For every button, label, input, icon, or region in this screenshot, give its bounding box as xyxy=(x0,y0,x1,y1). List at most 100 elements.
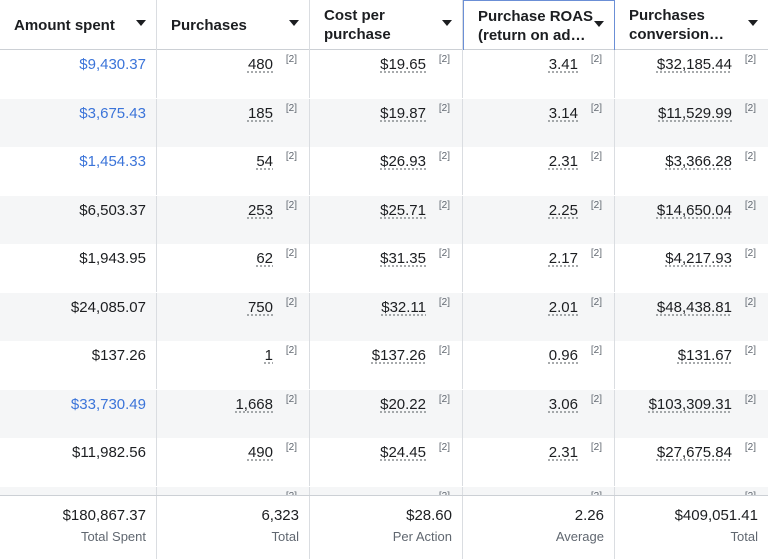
cell-purchases: [2] 253 xyxy=(157,196,310,244)
purchases-value[interactable]: 1,668 xyxy=(235,396,273,413)
roas-value[interactable]: 2.31 xyxy=(548,153,578,170)
amount-link[interactable]: $33,730.49 xyxy=(70,396,146,413)
purchases-value[interactable]: 490 xyxy=(247,444,273,461)
column-header-label: Purchases xyxy=(171,17,247,34)
conv-value[interactable]: $103,309.31 xyxy=(648,396,732,413)
table-row[interactable]: $24,085.07 [2] 750 [2] $32.11 [2] 2.01 [2] $48,4… xyxy=(0,293,768,341)
roas-value[interactable]: 2.20 xyxy=(549,493,578,495)
conv-value[interactable]: $11,529.99 xyxy=(658,105,732,122)
purchases-value[interactable]: 62 xyxy=(256,250,273,267)
footnote-marker: [2] xyxy=(590,54,602,65)
roas-value[interactable]: 3.06 xyxy=(548,396,578,413)
cost-value[interactable]: $31.35 xyxy=(380,250,426,267)
purchases-value[interactable]: 652 xyxy=(248,493,273,495)
purchases-value[interactable]: 750 xyxy=(247,299,273,316)
table-header: Amount spent Purchases Cost per purchase… xyxy=(0,0,768,50)
amount-link[interactable]: $20,982.27 xyxy=(71,493,146,495)
cost-value[interactable]: $137.26 xyxy=(371,347,426,364)
conv-value[interactable]: $48,438.81 xyxy=(656,299,732,316)
column-header-amount-spent[interactable]: Amount spent xyxy=(0,0,157,50)
cell-roas: [2] 0.96 xyxy=(463,341,615,389)
total-label: Per Action xyxy=(392,529,452,544)
footnote-marker: [2] xyxy=(744,442,756,453)
conv-value[interactable]: $3,366.28 xyxy=(665,153,732,170)
cost-value[interactable]: $30.80 xyxy=(380,493,426,495)
column-header-cost-per-purchase[interactable]: Cost per purchase xyxy=(310,0,463,50)
cell-amount: $1,943.95 xyxy=(0,244,157,292)
roas-value[interactable]: 0.96 xyxy=(548,347,578,364)
roas-value[interactable]: 2.31 xyxy=(548,444,578,461)
column-header-purchases-conversion[interactable]: Purchases conversion… xyxy=(615,0,768,50)
conv-value[interactable]: $131.67 xyxy=(677,347,732,364)
cell-roas: [2] 2.31 xyxy=(463,438,615,486)
footnote-marker: [2] xyxy=(744,248,756,259)
footnote-marker: [2] xyxy=(590,151,602,162)
roas-value[interactable]: 3.41 xyxy=(548,56,578,73)
column-header-purchases[interactable]: Purchases xyxy=(157,0,310,50)
table-row[interactable]: $33,730.49 [2] 1,668 [2] $20.22 [2] 3.06 [2] $10… xyxy=(0,390,768,438)
caret-down-icon[interactable] xyxy=(594,21,604,27)
total-value: $409,051.41 xyxy=(674,507,758,524)
column-header-label: Amount spent xyxy=(14,17,115,34)
caret-down-icon[interactable] xyxy=(748,20,758,26)
cell-purchases: [2] 1 xyxy=(157,341,310,389)
conv-value[interactable]: $32,185.44 xyxy=(656,56,732,73)
roas-value[interactable]: 2.01 xyxy=(548,299,578,316)
cell-roas: [2] 2.20 xyxy=(463,487,615,495)
cell-amount: $3,675.43 xyxy=(0,99,157,147)
table-row[interactable]: $1,943.95 [2] 62 [2] $31.35 [2] 2.17 [2] $4,217.… xyxy=(0,244,768,292)
caret-down-icon[interactable] xyxy=(289,20,299,26)
table-row[interactable]: $6,503.37 [2] 253 [2] $25.71 [2] 2.25 [2] $14,65… xyxy=(0,196,768,244)
column-header-label: Purchase ROAS (return on ad… xyxy=(478,8,594,44)
cost-value[interactable]: $24.45 xyxy=(380,444,426,461)
purchases-value[interactable]: 253 xyxy=(247,202,273,219)
cost-value[interactable]: $32.11 xyxy=(381,299,426,316)
roas-value[interactable]: 2.25 xyxy=(548,202,578,219)
conv-value[interactable]: $46,007.48 xyxy=(657,493,732,495)
footnote-marker: [2] xyxy=(744,151,756,162)
cell-amount: $24,085.07 xyxy=(0,293,157,341)
amount-link[interactable]: $3,675.43 xyxy=(79,105,146,122)
table-row[interactable]: $11,982.56 [2] 490 [2] $24.45 [2] 2.31 [2] $27,6… xyxy=(0,438,768,486)
footnote-marker: [2] xyxy=(285,54,297,65)
footnote-marker: [2] xyxy=(438,103,450,114)
purchases-value[interactable]: 480 xyxy=(247,56,273,73)
caret-down-icon[interactable] xyxy=(136,20,146,26)
footnote-marker: [2] xyxy=(285,103,297,114)
conv-value[interactable]: $14,650.04 xyxy=(656,202,732,219)
total-label: Total Spent xyxy=(80,529,146,544)
cell-purchases: [2] 750 xyxy=(157,293,310,341)
cost-value[interactable]: $19.65 xyxy=(380,56,426,73)
footnote-marker: [2] xyxy=(590,103,602,114)
total-purchases: 6,323 Total xyxy=(157,496,310,559)
purchases-value[interactable]: 1 xyxy=(264,347,273,364)
footnote-marker: [2] xyxy=(438,200,450,211)
conv-value[interactable]: $4,217.93 xyxy=(665,250,732,267)
caret-down-icon[interactable] xyxy=(442,20,452,26)
purchases-value[interactable]: 185 xyxy=(247,105,273,122)
table-row[interactable]: $3,675.43 [2] 185 [2] $19.87 [2] 3.14 [2] $11,52… xyxy=(0,99,768,147)
conv-value[interactable]: $27,675.84 xyxy=(656,444,732,461)
amount-link[interactable]: $9,430.37 xyxy=(79,56,146,73)
column-header-purchase-roas[interactable]: Purchase ROAS (return on ad… xyxy=(463,0,615,50)
amount-link[interactable]: $1,454.33 xyxy=(79,153,146,170)
table-row[interactable]: $9,430.37 [2] 480 [2] $19.65 [2] 3.41 [2] $32,18… xyxy=(0,50,768,98)
table-row[interactable]: $1,454.33 [2] 54 [2] $26.93 [2] 2.31 [2] $3,366.… xyxy=(0,147,768,195)
cost-value[interactable]: $19.87 xyxy=(380,105,426,122)
cell-purchases: [2] 652 xyxy=(157,487,310,495)
footnote-marker: [2] xyxy=(438,297,450,308)
cost-value[interactable]: $26.93 xyxy=(380,153,426,170)
footnote-marker: [2] xyxy=(285,297,297,308)
table-row[interactable]: $20,982.27 [2] 652 [2] $30.80 [2] 2.20 [2] $46,0… xyxy=(0,487,768,495)
total-label: Average xyxy=(555,529,604,544)
cost-value[interactable]: $20.22 xyxy=(380,396,426,413)
cell-conv: [2] $11,529.99 xyxy=(615,99,768,147)
purchases-value[interactable]: 54 xyxy=(256,153,273,170)
cost-value[interactable]: $25.71 xyxy=(380,202,426,219)
footnote-marker: [2] xyxy=(590,200,602,211)
footnote-marker: [2] xyxy=(590,345,602,356)
table-row[interactable]: $137.26 [2] 1 [2] $137.26 [2] 0.96 [2] $131.67 xyxy=(0,341,768,389)
roas-value[interactable]: 2.17 xyxy=(548,250,578,267)
roas-value[interactable]: 3.14 xyxy=(548,105,578,122)
